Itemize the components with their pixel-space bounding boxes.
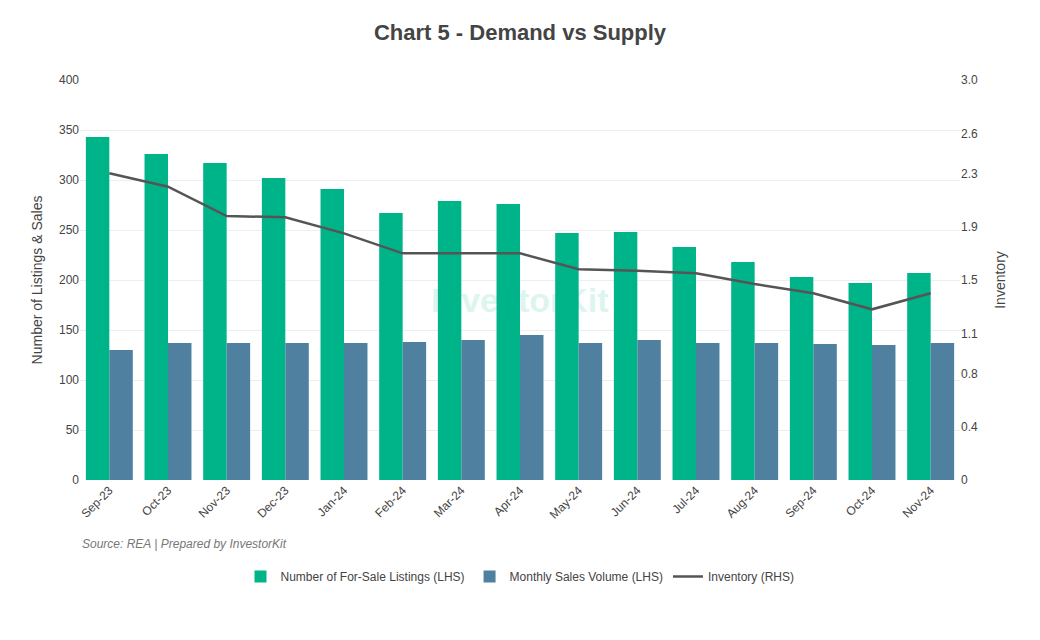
svg-text:Chart 5 - Demand vs Supply: Chart 5 - Demand vs Supply: [374, 20, 667, 45]
svg-text:50: 50: [66, 423, 80, 437]
svg-text:1.1: 1.1: [961, 327, 978, 341]
svg-text:Jun-24: Jun-24: [608, 483, 644, 519]
svg-text:Number of Listings & Sales: Number of Listings & Sales: [29, 196, 45, 365]
svg-text:0.4: 0.4: [961, 420, 978, 434]
svg-text:300: 300: [59, 173, 79, 187]
svg-text:May-24: May-24: [547, 483, 585, 521]
svg-text:Jul-24: Jul-24: [669, 483, 702, 516]
svg-text:Mar-24: Mar-24: [431, 483, 468, 520]
svg-text:Sep-24: Sep-24: [782, 483, 819, 520]
svg-text:0: 0: [961, 473, 968, 487]
svg-text:2.6: 2.6: [961, 127, 978, 141]
svg-text:Inventory: Inventory: [992, 251, 1008, 309]
svg-text:Source: REA | Prepared by Inve: Source: REA | Prepared by InvestorKit: [82, 537, 287, 551]
svg-text:Oct-23: Oct-23: [139, 483, 175, 519]
svg-text:1.5: 1.5: [961, 273, 978, 287]
svg-text:Jan-24: Jan-24: [315, 483, 351, 519]
svg-text:1.9: 1.9: [961, 220, 978, 234]
svg-text:3.0: 3.0: [961, 73, 978, 87]
svg-text:Dec-23: Dec-23: [254, 483, 291, 520]
svg-text:200: 200: [59, 273, 79, 287]
svg-text:350: 350: [59, 123, 79, 137]
svg-text:Nov-24: Nov-24: [900, 483, 937, 520]
svg-text:400: 400: [59, 73, 79, 87]
svg-text:100: 100: [59, 373, 79, 387]
svg-text:Nov-23: Nov-23: [196, 483, 233, 520]
svg-text:2.3: 2.3: [961, 167, 978, 181]
svg-text:Inventory (RHS): Inventory (RHS): [708, 570, 794, 584]
svg-text:Number of For-Sale Listings (L: Number of For-Sale Listings (LHS): [281, 570, 465, 584]
svg-text:Monthly Sales Volume (LHS): Monthly Sales Volume (LHS): [510, 570, 663, 584]
svg-text:0.8: 0.8: [961, 367, 978, 381]
svg-text:250: 250: [59, 223, 79, 237]
svg-text:Oct-24: Oct-24: [843, 483, 879, 519]
svg-text:Aug-24: Aug-24: [724, 483, 761, 520]
svg-text:Feb-24: Feb-24: [372, 483, 409, 520]
svg-text:150: 150: [59, 323, 79, 337]
svg-text:InvestorKit: InvestorKit: [431, 281, 609, 319]
svg-text:0: 0: [72, 473, 79, 487]
svg-text:Sep-23: Sep-23: [78, 483, 115, 520]
svg-text:Apr-24: Apr-24: [491, 483, 527, 519]
